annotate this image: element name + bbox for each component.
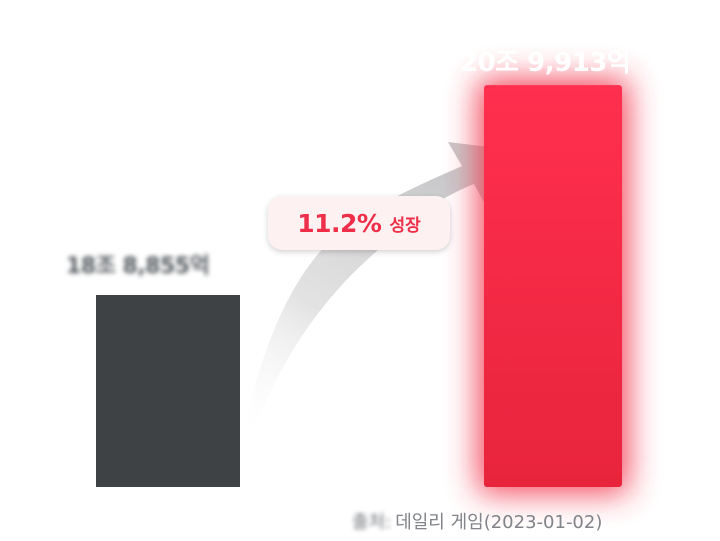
bar-current: [484, 85, 622, 488]
source-text: 데일리 게임(2023-01-02): [395, 512, 603, 533]
source-label: 출처:: [352, 512, 392, 533]
bar-previous: [96, 295, 240, 487]
source-note: 출처: 데일리 게임(2023-01-02): [352, 508, 602, 534]
growth-arrow: [246, 142, 514, 440]
growth-rate-value: 11.2%: [297, 208, 382, 238]
growth-rate-badge: 11.2% 성장: [268, 196, 450, 250]
growth-rate-word: 성장: [389, 215, 421, 236]
bar-value-label-current: 20조 9,913억: [460, 48, 631, 78]
bar-value-label-previous: 18조 8,855억: [66, 254, 210, 279]
